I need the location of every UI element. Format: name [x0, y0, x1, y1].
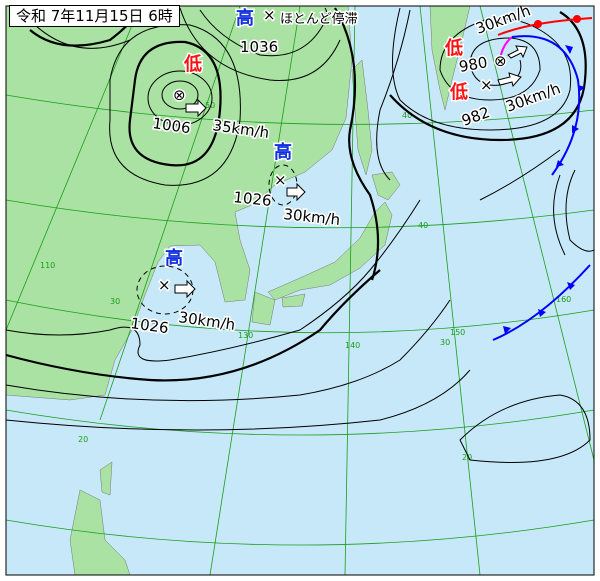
- philippines: [69, 489, 131, 576]
- high-symbol: 高: [274, 141, 292, 163]
- taiwan: [99, 461, 113, 496]
- hokkaido: [371, 171, 401, 201]
- movement-arrow-icon: [174, 279, 196, 299]
- kyushu: [251, 291, 276, 326]
- center-mark: ×: [158, 276, 171, 294]
- pressure-label: 1006: [151, 114, 191, 137]
- lat-label: 20: [78, 435, 88, 444]
- fronts: [492, 15, 593, 341]
- low-symbol: 低: [449, 81, 468, 103]
- lon-label: 160: [556, 295, 571, 304]
- continent: [5, 5, 353, 401]
- center-mark: ×: [480, 76, 493, 94]
- lat-label: 20: [462, 453, 472, 462]
- grid-labels: 50 40 30 20 110 130 140 150 160 40 30 20: [40, 101, 571, 462]
- lat-label: 50: [205, 101, 215, 110]
- lon-label: 150: [450, 328, 465, 337]
- lon-label: 110: [40, 261, 55, 270]
- center-mark: ×: [263, 6, 276, 24]
- low-symbol: 低: [444, 37, 463, 59]
- occluded-front: [499, 36, 513, 61]
- movement-label: ほとんど停滞: [280, 11, 358, 27]
- lon-label: 140: [345, 341, 360, 350]
- movement-arrow-icon: [497, 72, 522, 88]
- shikoku: [281, 293, 306, 308]
- lat-label: 40: [418, 221, 428, 230]
- high-symbol: 高: [236, 7, 254, 29]
- cold-front: [511, 35, 581, 176]
- movement-label: 30km/h: [283, 205, 342, 229]
- pressure-label: 1036: [240, 38, 278, 56]
- low-symbol: 低: [183, 53, 202, 75]
- lat-label: 30: [110, 297, 120, 306]
- map-title: 令和 7年11月15日 6時: [9, 5, 180, 27]
- lat-label: 30: [440, 338, 450, 347]
- center-mark: ⊗: [494, 52, 507, 70]
- sakhalin: [351, 59, 373, 176]
- lon-label: 130: [238, 331, 253, 340]
- movement-arrow-icon: [185, 98, 207, 118]
- movement-arrow-icon: [286, 182, 306, 202]
- movement-arrow-icon: [507, 45, 528, 59]
- center-mark: ⊗: [173, 86, 186, 104]
- high-symbol: 高: [165, 247, 183, 269]
- lat-label: 40: [402, 111, 412, 120]
- center-mark: ×: [274, 171, 287, 189]
